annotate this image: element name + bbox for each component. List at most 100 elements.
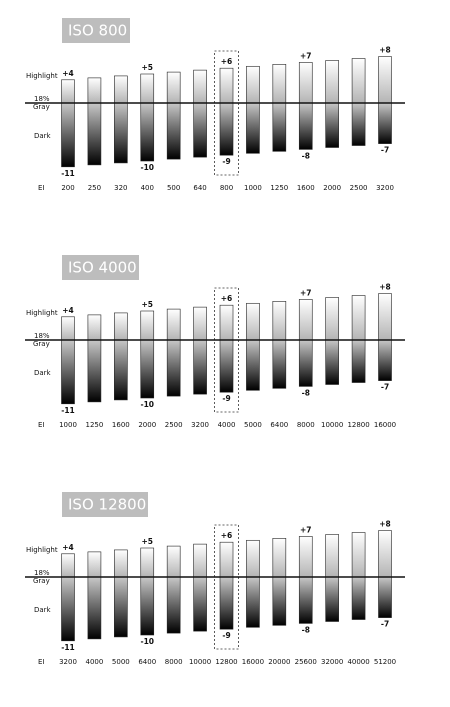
base-iso-box bbox=[214, 524, 239, 650]
x-tick-label: 5000 bbox=[112, 658, 130, 666]
dark-bar bbox=[272, 102, 287, 152]
value-label: +4 bbox=[62, 306, 74, 315]
chart-panel: ISO 12800 Highlight 18%Gray Dark EI +4 +5 +6 +7 +… bbox=[25, 492, 405, 666]
x-tick-label: 12800 bbox=[347, 421, 369, 429]
highlight-bar bbox=[140, 310, 155, 341]
x-tick-label: 1000 bbox=[59, 421, 77, 429]
value-label: -10 bbox=[140, 400, 154, 409]
x-tick-label: 16000 bbox=[242, 658, 264, 666]
highlight-bar bbox=[351, 532, 366, 578]
row-label: 18% bbox=[34, 95, 50, 103]
x-tick-label: 10000 bbox=[189, 658, 211, 666]
dark-bar bbox=[166, 339, 181, 397]
dark-bar bbox=[166, 102, 181, 160]
highlight-bar bbox=[166, 71, 181, 104]
dark-bar bbox=[61, 102, 75, 168]
highlight-bar bbox=[140, 547, 155, 578]
dark-bar bbox=[325, 102, 339, 148]
dark-bar bbox=[246, 102, 260, 154]
value-label: -10 bbox=[140, 163, 154, 172]
highlight-bar bbox=[61, 79, 75, 104]
highlight-bar bbox=[298, 62, 313, 104]
highlight-bar bbox=[298, 536, 313, 578]
highlight-bar bbox=[351, 58, 366, 104]
dark-bar bbox=[140, 102, 155, 162]
value-label: +7 bbox=[300, 288, 312, 297]
value-label: +4 bbox=[62, 543, 74, 552]
x-tick-label: 3200 bbox=[191, 421, 209, 429]
x-tick-label: 200 bbox=[61, 184, 74, 192]
row-label: 18% bbox=[34, 332, 50, 340]
highlight-bar bbox=[114, 549, 128, 578]
highlight-bar bbox=[140, 73, 155, 104]
value-label: -7 bbox=[381, 146, 389, 155]
dark-bar bbox=[140, 576, 155, 636]
value-label: +8 bbox=[379, 520, 391, 529]
x-tick-label: 20000 bbox=[268, 658, 290, 666]
row-label: Highlight bbox=[26, 546, 58, 554]
dark-bar bbox=[325, 576, 339, 622]
highlight-bar bbox=[272, 538, 287, 578]
dark-bar bbox=[219, 339, 234, 393]
dark-bar bbox=[246, 339, 260, 391]
x-tick-label: 640 bbox=[193, 184, 206, 192]
base-iso-box bbox=[214, 287, 239, 413]
highlight-bar bbox=[246, 539, 260, 578]
value-label: -10 bbox=[140, 637, 154, 646]
dark-bar bbox=[87, 339, 102, 403]
x-tick-label: 1250 bbox=[270, 184, 288, 192]
value-label: -8 bbox=[302, 388, 310, 397]
row-label: Dark bbox=[34, 606, 52, 614]
x-tick-label: 2000 bbox=[323, 184, 341, 192]
dark-bar bbox=[298, 339, 313, 387]
x-tick-label: 1600 bbox=[297, 184, 315, 192]
x-tick-label: 800 bbox=[220, 184, 233, 192]
row-label: 18% bbox=[34, 569, 50, 577]
x-tick-label: 51200 bbox=[374, 658, 396, 666]
dark-bar bbox=[351, 102, 366, 146]
dark-bar bbox=[351, 576, 366, 620]
value-label: -8 bbox=[302, 151, 310, 160]
highlight-bar bbox=[114, 312, 128, 341]
row-label: Gray bbox=[33, 103, 50, 111]
dark-bar bbox=[87, 102, 102, 166]
dark-bar bbox=[219, 576, 234, 630]
dark-bar bbox=[193, 102, 207, 158]
dark-bar bbox=[193, 576, 207, 632]
highlight-bar bbox=[87, 551, 102, 578]
x-tick-label: 2500 bbox=[350, 184, 368, 192]
x-tick-label: 320 bbox=[114, 184, 127, 192]
x-tick-label: 25600 bbox=[295, 658, 317, 666]
value-label: +6 bbox=[221, 531, 233, 540]
value-label: +6 bbox=[221, 294, 233, 303]
value-label: -11 bbox=[61, 643, 75, 652]
highlight-bar bbox=[193, 306, 207, 341]
highlight-bar bbox=[246, 302, 260, 341]
dark-bar bbox=[114, 576, 128, 638]
dark-bar bbox=[272, 339, 287, 389]
chart-title: ISO 12800 bbox=[68, 496, 146, 514]
value-label: +6 bbox=[221, 57, 233, 66]
dark-bar bbox=[298, 102, 313, 150]
value-label: -7 bbox=[381, 383, 389, 392]
x-tick-label: 250 bbox=[88, 184, 101, 192]
chart-panel: ISO 4000 Highlight 18%Gray Dark EI +4 +5 +6 +7 +8… bbox=[25, 255, 405, 429]
title-box bbox=[62, 492, 148, 517]
value-label: +4 bbox=[62, 69, 74, 78]
x-tick-label: 32000 bbox=[321, 658, 343, 666]
x-tick-label: 16000 bbox=[374, 421, 396, 429]
dark-bar bbox=[378, 339, 392, 381]
dark-bar bbox=[219, 102, 234, 156]
row-label: Gray bbox=[33, 577, 50, 585]
chart-title: ISO 4000 bbox=[68, 259, 137, 277]
highlight-bar bbox=[193, 543, 207, 578]
highlight-bar bbox=[272, 301, 287, 341]
row-label: EI bbox=[38, 184, 45, 192]
value-label: -7 bbox=[381, 620, 389, 629]
row-label: Dark bbox=[34, 369, 52, 377]
x-tick-label: 6400 bbox=[270, 421, 288, 429]
x-tick-label: 10000 bbox=[321, 421, 343, 429]
value-label: -9 bbox=[222, 631, 230, 640]
x-tick-label: 2500 bbox=[165, 421, 183, 429]
x-tick-label: 8000 bbox=[165, 658, 183, 666]
